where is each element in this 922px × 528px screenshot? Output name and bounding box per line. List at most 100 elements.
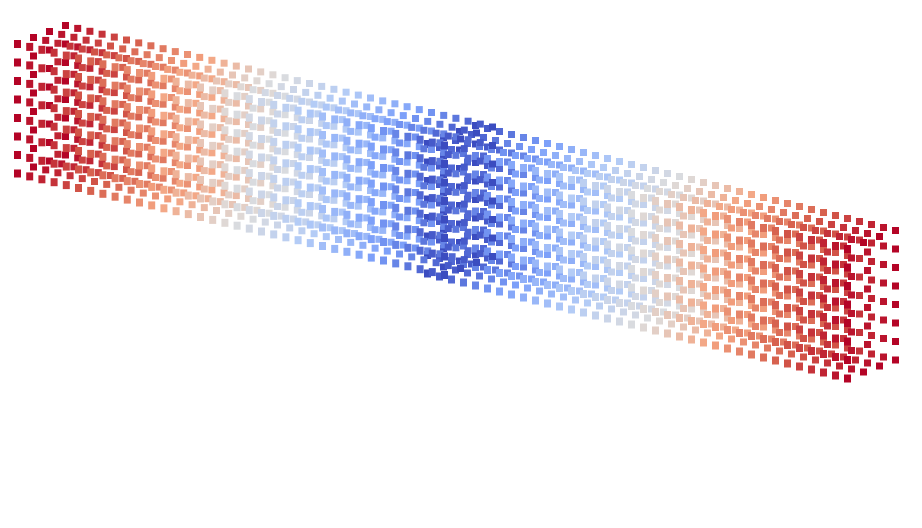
left-segment-voxel bbox=[46, 46, 53, 54]
right-segment-voxel bbox=[596, 173, 603, 180]
left-segment-voxel bbox=[354, 110, 362, 118]
left-segment-voxel bbox=[489, 142, 496, 149]
left-segment-voxel bbox=[209, 215, 217, 224]
right-segment-voxel bbox=[576, 195, 583, 202]
left-segment-voxel bbox=[233, 203, 241, 212]
right-segment-voxel bbox=[756, 332, 763, 340]
left-segment-voxel bbox=[318, 138, 326, 146]
right-segment-voxel bbox=[472, 233, 479, 240]
right-segment-voxel bbox=[456, 257, 463, 265]
right-segment-voxel bbox=[624, 262, 631, 270]
right-segment-voxel bbox=[508, 179, 515, 188]
right-segment-voxel bbox=[664, 292, 671, 301]
left-segment-voxel bbox=[371, 189, 379, 197]
left-segment-voxel bbox=[330, 85, 338, 93]
left-segment-voxel bbox=[428, 249, 436, 258]
right-segment-voxel bbox=[804, 344, 811, 352]
right-segment-voxel bbox=[652, 326, 659, 335]
right-segment-voxel bbox=[844, 356, 851, 364]
left-segment-voxel bbox=[282, 233, 290, 242]
right-segment-voxel bbox=[676, 314, 683, 322]
right-segment-voxel bbox=[648, 231, 655, 239]
right-segment-voxel bbox=[508, 198, 515, 206]
left-segment-voxel bbox=[127, 57, 135, 65]
left-segment-voxel bbox=[310, 230, 318, 238]
right-segment-voxel bbox=[508, 235, 515, 243]
left-segment-voxel bbox=[220, 152, 228, 160]
right-segment-voxel bbox=[532, 167, 539, 175]
right-segment-voxel bbox=[844, 270, 851, 278]
left-segment-voxel bbox=[428, 268, 436, 277]
left-segment-voxel bbox=[342, 125, 350, 133]
right-segment-voxel bbox=[808, 280, 815, 287]
right-segment-voxel bbox=[792, 304, 799, 312]
right-segment-voxel bbox=[760, 194, 767, 201]
right-segment-voxel bbox=[748, 283, 755, 291]
left-segment-voxel bbox=[200, 111, 208, 119]
left-segment-voxel bbox=[274, 129, 281, 136]
right-segment-voxel bbox=[456, 239, 463, 246]
left-segment-voxel bbox=[213, 77, 220, 85]
right-segment-voxel bbox=[544, 214, 551, 221]
right-segment-voxel bbox=[864, 304, 871, 311]
left-segment-voxel bbox=[293, 188, 301, 196]
right-segment-voxel bbox=[748, 313, 755, 322]
left-segment-voxel bbox=[387, 201, 395, 209]
left-segment-voxel bbox=[87, 186, 95, 195]
right-segment-voxel bbox=[840, 353, 847, 361]
left-segment-voxel bbox=[62, 181, 70, 190]
left-segment-voxel bbox=[415, 124, 423, 132]
right-segment-voxel bbox=[520, 256, 527, 265]
right-segment-voxel bbox=[580, 278, 587, 286]
left-segment-voxel bbox=[225, 209, 233, 217]
left-segment-voxel bbox=[290, 178, 297, 186]
left-segment-voxel bbox=[42, 36, 50, 44]
left-segment-voxel bbox=[322, 196, 330, 204]
right-segment-voxel bbox=[796, 314, 803, 321]
left-segment-voxel bbox=[476, 231, 484, 239]
left-segment-voxel bbox=[380, 201, 387, 209]
right-segment-voxel bbox=[736, 218, 743, 226]
right-segment-voxel bbox=[448, 146, 455, 154]
left-segment-voxel bbox=[391, 155, 399, 163]
left-segment-voxel bbox=[30, 34, 37, 41]
left-segment-voxel bbox=[143, 106, 151, 114]
left-segment-voxel bbox=[367, 94, 374, 102]
left-segment-voxel bbox=[168, 186, 175, 194]
left-segment-voxel bbox=[331, 170, 339, 179]
right-segment-voxel bbox=[820, 331, 827, 340]
left-segment-voxel bbox=[440, 241, 448, 249]
right-segment-voxel bbox=[560, 238, 567, 245]
right-segment-voxel bbox=[624, 281, 631, 288]
right-segment-voxel bbox=[760, 249, 767, 257]
right-segment-voxel bbox=[632, 200, 639, 208]
right-segment-voxel bbox=[736, 292, 743, 300]
left-segment-voxel bbox=[383, 118, 391, 126]
left-segment-voxel bbox=[265, 80, 273, 88]
right-segment-voxel bbox=[696, 262, 703, 269]
right-segment-voxel bbox=[496, 232, 503, 240]
left-segment-voxel bbox=[452, 114, 460, 122]
right-segment-voxel bbox=[484, 236, 491, 243]
right-segment-voxel bbox=[736, 262, 743, 269]
left-segment-voxel bbox=[290, 215, 297, 223]
left-segment-voxel bbox=[232, 173, 240, 181]
left-segment-voxel bbox=[82, 36, 90, 44]
left-segment-voxel bbox=[119, 82, 127, 90]
right-segment-voxel bbox=[484, 210, 491, 219]
right-segment-voxel bbox=[576, 232, 583, 239]
right-segment-voxel bbox=[580, 216, 587, 224]
left-segment-voxel bbox=[258, 227, 265, 236]
left-segment-voxel bbox=[412, 152, 419, 159]
left-segment-voxel bbox=[367, 161, 375, 170]
left-segment-voxel bbox=[392, 185, 400, 194]
left-segment-voxel bbox=[314, 91, 322, 99]
left-segment-voxel bbox=[338, 97, 346, 105]
left-segment-voxel bbox=[265, 191, 273, 199]
right-segment-voxel bbox=[840, 335, 847, 342]
right-segment-voxel bbox=[532, 229, 539, 237]
right-segment-voxel bbox=[440, 263, 447, 271]
right-segment-voxel bbox=[632, 293, 639, 300]
right-segment-voxel bbox=[760, 353, 767, 362]
right-segment-voxel bbox=[592, 244, 599, 252]
